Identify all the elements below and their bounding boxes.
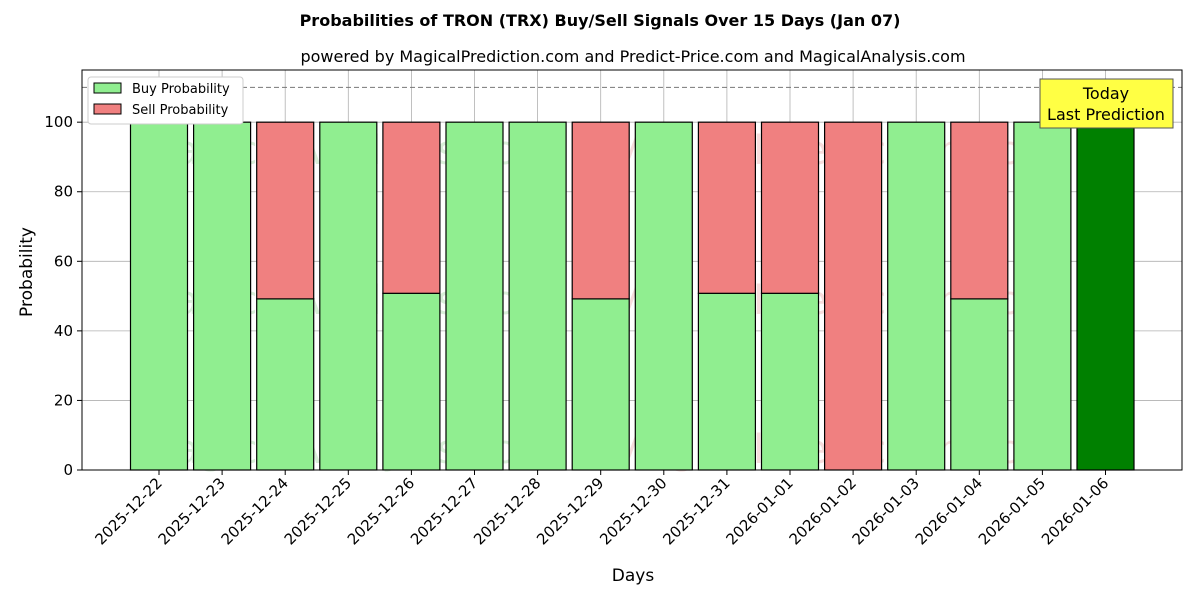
x-tick-label: 2026-01-04 [912,474,986,548]
x-tick-label: 2025-12-26 [344,474,418,548]
y-tick-label: 20 [54,391,73,409]
x-tick-label: 2026-01-01 [722,474,796,548]
today-annotation-box [1039,78,1174,129]
sell-bar [697,121,757,294]
plot-frame [81,69,1183,471]
sell-bar [382,121,441,294]
sell-bar [823,121,883,471]
chart-title: Probabilities of TRON (TRX) Buy/Sell Sig… [300,11,901,30]
buy-bar [382,292,441,471]
chart-subtitle: powered by MagicalPrediction.com and Pre… [300,47,965,66]
buy-bar [1076,121,1135,471]
buy-bar [760,292,820,471]
x-tick-label: 2026-01-05 [975,474,1049,548]
x-tick-label: 2025-12-30 [596,474,670,548]
sell-bar [256,121,315,300]
buy-bar [634,121,693,471]
buy-bar [193,121,252,471]
x-tick-label: 2025-12-23 [155,474,229,548]
x-tick-label: 2025-12-27 [407,474,481,548]
x-tick-label: 2025-12-24 [218,474,292,548]
buy-bar [950,298,1009,471]
legend-box [87,76,244,125]
y-tick-label: 100 [44,113,73,131]
y-tick-label: 80 [54,183,73,201]
x-tick-label: 2025-12-28 [470,474,544,548]
x-tick-label: 2025-12-29 [533,474,607,548]
buy-bar [887,121,946,471]
sell-bar [760,121,820,294]
annotation-line1: Today [1082,84,1129,103]
buy-bar [256,298,315,471]
x-tick-label: 2025-12-22 [91,474,165,548]
buy-bar [697,292,757,471]
y-tick-label: 0 [63,461,73,479]
buy-bar [1013,121,1072,471]
buy-bar [508,121,567,471]
x-tick-label: 2025-12-25 [281,474,355,548]
annotation-line2: Last Prediction [1047,105,1165,124]
legend-swatch [93,82,122,94]
x-axis-label: Days [612,566,655,586]
sell-bar [571,121,630,300]
x-tick-label: 2026-01-03 [849,474,923,548]
legend-label: Sell Probability [132,103,229,118]
buy-bar [129,121,189,471]
sell-bar [950,121,1009,300]
legend-swatch [93,103,122,115]
x-tick-label: 2026-01-06 [1038,474,1112,548]
buy-bar [445,121,504,471]
y-tick-label: 40 [54,322,73,340]
x-tick-label: 2026-01-02 [786,474,860,548]
legend-label: Buy Probability [132,82,230,97]
x-tick-label: 2025-12-31 [659,474,733,548]
y-tick-label: 60 [54,252,73,270]
buy-bar [319,121,378,471]
y-axis-label: Probability [17,227,37,317]
buy-bar [571,298,630,471]
